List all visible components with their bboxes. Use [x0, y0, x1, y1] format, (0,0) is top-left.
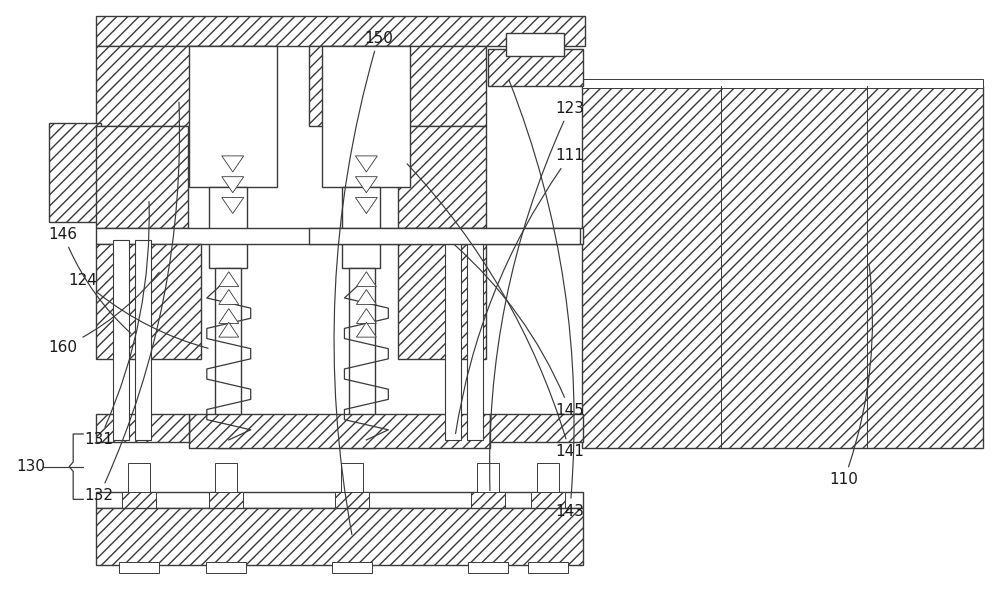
Text: 131: 131 [85, 201, 149, 447]
Bar [215, 267, 241, 448]
Bar [309, 46, 486, 126]
Polygon shape [219, 290, 239, 304]
Bar [215, 463, 237, 493]
Text: 145: 145 [454, 245, 584, 418]
Polygon shape [222, 198, 244, 214]
Polygon shape [356, 309, 376, 324]
Text: 110: 110 [830, 266, 873, 487]
Bar [322, 46, 410, 187]
Polygon shape [355, 156, 377, 172]
Bar [96, 414, 189, 442]
Bar [528, 562, 568, 573]
Bar [531, 492, 565, 507]
Bar [477, 463, 499, 493]
Bar [398, 126, 486, 229]
Text: 111: 111 [456, 149, 584, 433]
Text: 130: 130 [17, 459, 46, 474]
Polygon shape [219, 322, 239, 337]
Text: 123: 123 [490, 101, 584, 491]
Text: 146: 146 [49, 227, 131, 334]
Bar [119, 562, 159, 573]
Bar [113, 240, 129, 440]
Bar [341, 463, 363, 493]
Bar [209, 492, 243, 507]
Bar [332, 562, 372, 573]
Bar [206, 562, 246, 573]
Bar [309, 229, 580, 244]
Bar [128, 463, 150, 493]
Polygon shape [355, 177, 377, 193]
Bar [488, 49, 583, 86]
Bar [471, 492, 505, 507]
Bar [209, 187, 247, 267]
Bar [135, 240, 151, 440]
Bar [582, 79, 983, 88]
Bar [349, 267, 375, 448]
Polygon shape [219, 272, 239, 287]
Bar [49, 122, 101, 223]
Polygon shape [222, 177, 244, 193]
Bar [467, 240, 483, 440]
Polygon shape [355, 198, 377, 214]
Bar [96, 507, 583, 565]
Bar [445, 240, 461, 440]
Text: 150: 150 [334, 30, 393, 535]
Bar [468, 562, 508, 573]
Polygon shape [356, 290, 376, 304]
Bar [537, 463, 559, 493]
Bar [490, 414, 583, 442]
Text: 124: 124 [69, 273, 208, 348]
Bar [96, 229, 583, 244]
Bar [189, 414, 490, 448]
Bar [96, 492, 583, 507]
Polygon shape [219, 309, 239, 324]
Bar [335, 492, 369, 507]
Bar [96, 126, 188, 229]
Bar [96, 16, 585, 46]
Text: 160: 160 [49, 272, 159, 355]
Bar [582, 86, 983, 448]
Bar [506, 33, 564, 56]
Bar [398, 244, 486, 359]
Bar [122, 492, 156, 507]
Polygon shape [222, 156, 244, 172]
Polygon shape [356, 272, 376, 287]
Bar [342, 187, 380, 267]
Text: 141: 141 [407, 164, 584, 459]
Polygon shape [356, 322, 376, 337]
Bar [96, 46, 274, 126]
Bar [96, 244, 201, 359]
Bar [189, 46, 277, 187]
Text: 132: 132 [85, 102, 180, 503]
Text: 143: 143 [509, 80, 584, 519]
